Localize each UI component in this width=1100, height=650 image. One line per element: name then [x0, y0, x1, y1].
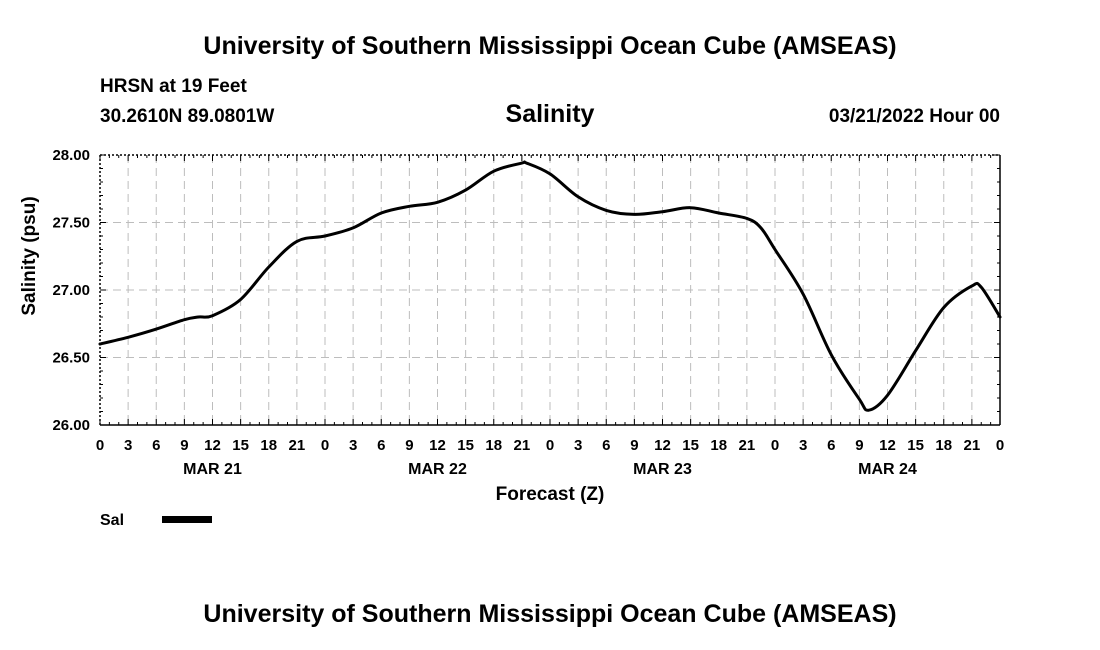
x-tick-label: 3 [799, 437, 807, 454]
station-label: HRSN at 19 Feet [100, 76, 247, 97]
x-tick-label: 6 [377, 437, 385, 454]
x-tick-label: 12 [879, 437, 896, 454]
x-day-label: MAR 21 [183, 461, 242, 478]
y-tick-label: 26.50 [52, 350, 90, 367]
x-tick-label: 0 [996, 437, 1004, 454]
x-axis-label: Forecast (Z) [496, 484, 605, 505]
y-axis-label: Salinity (psu) [19, 196, 40, 315]
x-day-label: MAR 22 [408, 461, 467, 478]
station-coordinates: 30.2610N 89.0801W [100, 106, 275, 127]
page-title: University of Southern Mississippi Ocean… [203, 32, 897, 60]
x-tick-label: 3 [574, 437, 582, 454]
legend-swatch-sal [162, 516, 212, 523]
x-tick-label: 0 [321, 437, 329, 454]
x-tick-label: 0 [771, 437, 779, 454]
legend-label-sal: Sal [100, 512, 124, 529]
x-tick-label: 3 [124, 437, 132, 454]
x-tick-label: 6 [827, 437, 835, 454]
chart-axes: 0 3 6 9 12 15 18 21 0 3 6 9 12 15 18 21 0 3 6 9 12 15 18 21 0 3 6 9… [52, 147, 1004, 478]
chart-grid [100, 155, 1000, 425]
x-tick-label: 0 [96, 437, 104, 454]
x-tick-label: 15 [457, 437, 474, 454]
series-line-sal [98, 160, 1002, 412]
x-tick-label: 9 [180, 437, 188, 454]
x-tick-label: 21 [739, 437, 756, 454]
x-tick-label: 15 [232, 437, 249, 454]
x-day-label: MAR 23 [633, 461, 692, 478]
x-tick-label: 9 [630, 437, 638, 454]
x-tick-label: 6 [152, 437, 160, 454]
x-tick-label: 21 [964, 437, 981, 454]
x-tick-label: 21 [289, 437, 306, 454]
y-tick-label: 26.00 [52, 417, 90, 434]
x-tick-label: 18 [935, 437, 952, 454]
x-tick-label: 0 [546, 437, 554, 454]
x-day-label: MAR 24 [858, 461, 917, 478]
x-tick-label: 3 [349, 437, 357, 454]
x-tick-label: 18 [485, 437, 502, 454]
x-tick-label: 18 [260, 437, 277, 454]
x-tick-label: 6 [602, 437, 610, 454]
x-tick-label: 12 [654, 437, 671, 454]
x-tick-label: 18 [710, 437, 727, 454]
y-tick-label: 27.00 [52, 282, 90, 299]
footer-title: University of Southern Mississippi Ocean… [203, 600, 897, 628]
x-tick-label: 12 [429, 437, 446, 454]
x-tick-label: 9 [405, 437, 413, 454]
x-tick-label: 15 [907, 437, 924, 454]
chart-legend: Sal [100, 512, 212, 529]
chart-title: Salinity [505, 100, 595, 128]
y-tick-label: 28.00 [52, 147, 90, 164]
x-tick-label: 9 [855, 437, 863, 454]
x-tick-label: 15 [682, 437, 699, 454]
y-tick-label: 27.50 [52, 215, 90, 232]
x-tick-label: 21 [514, 437, 531, 454]
chart-series [98, 160, 1002, 412]
x-tick-label: 12 [204, 437, 221, 454]
forecast-date: 03/21/2022 Hour 00 [828, 106, 1000, 127]
